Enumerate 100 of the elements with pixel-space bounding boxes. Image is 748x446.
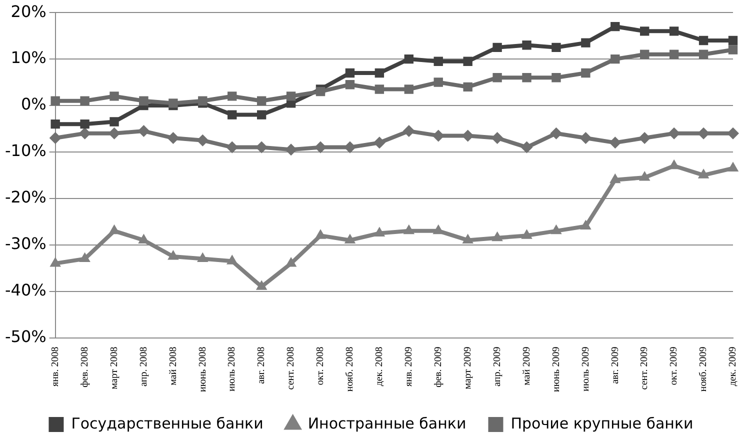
x-tick-label: авг. 2008	[256, 346, 268, 384]
x-tick-label: май 2008	[168, 346, 179, 386]
point	[256, 96, 266, 106]
point	[492, 42, 502, 52]
point	[228, 92, 237, 101]
point	[79, 252, 90, 262]
point	[728, 36, 738, 46]
point	[345, 68, 355, 78]
point	[256, 280, 268, 290]
legend-label: Государственные банки	[71, 414, 264, 432]
legend-label: Прочие крупные банки	[510, 414, 694, 432]
point	[522, 73, 532, 82]
x-tick-label: янв. 2009	[404, 346, 415, 386]
point	[373, 136, 386, 149]
point	[256, 110, 266, 120]
point	[198, 96, 208, 106]
point	[492, 231, 503, 242]
point	[374, 226, 386, 236]
point	[669, 50, 679, 60]
x-tick-label: июль 2009	[580, 346, 592, 392]
point	[374, 84, 384, 94]
point	[463, 56, 472, 66]
point	[698, 50, 708, 60]
point	[640, 50, 650, 60]
x-tick-label: июнь 2009	[550, 346, 562, 392]
x-tick-label: янв. 2008	[50, 346, 61, 386]
point	[581, 68, 590, 78]
point	[108, 224, 120, 234]
point	[698, 168, 710, 178]
point	[402, 125, 415, 138]
point	[80, 96, 90, 106]
point	[727, 127, 739, 140]
point	[552, 73, 561, 82]
x-tick-label: июль 2008	[226, 346, 238, 392]
point	[581, 38, 590, 48]
point	[491, 132, 504, 144]
point	[727, 162, 739, 172]
point	[110, 92, 119, 101]
point	[226, 254, 238, 264]
point	[640, 26, 650, 36]
point	[521, 229, 532, 239]
point	[50, 119, 60, 129]
point	[492, 73, 502, 82]
point	[462, 234, 474, 244]
point	[638, 132, 651, 144]
point	[728, 45, 738, 54]
x-tick-label: май 2009	[521, 346, 532, 386]
point	[404, 84, 414, 94]
x-tick-label: апр. 2008	[138, 346, 150, 386]
point	[80, 119, 90, 129]
x-tick-label: апр. 2009	[492, 346, 503, 386]
point	[345, 80, 355, 90]
x-tick-label: март 2009	[462, 346, 474, 390]
point	[110, 117, 119, 126]
x-tick-label: окт. 2008	[315, 346, 326, 386]
point	[580, 220, 592, 230]
x-tick-label: дек. 2009	[728, 346, 739, 386]
legend-label: Иностранные банки	[308, 414, 466, 432]
point	[552, 42, 561, 52]
point	[580, 132, 592, 144]
x-tick-label: март 2008	[108, 346, 120, 390]
x-tick-label: сент. 2009	[639, 346, 650, 390]
point	[316, 86, 326, 96]
y-tick-label: -40%	[4, 280, 46, 300]
point	[168, 250, 179, 260]
y-tick-label: 10%	[10, 48, 46, 68]
point	[168, 98, 178, 108]
point	[139, 96, 148, 106]
point	[314, 229, 326, 239]
point	[138, 125, 150, 138]
point	[374, 68, 384, 78]
point	[638, 171, 650, 181]
point	[434, 78, 443, 87]
point	[404, 54, 414, 64]
point	[344, 234, 356, 244]
x-tick-label: фев. 2009	[432, 346, 444, 388]
point	[49, 132, 62, 144]
point	[550, 127, 562, 140]
point	[286, 92, 296, 101]
point	[463, 82, 472, 92]
y-tick-label: -20%	[4, 188, 46, 207]
point	[197, 252, 208, 262]
point	[610, 54, 620, 64]
x-tick-label: нояб. 2009	[698, 346, 710, 392]
point	[550, 224, 562, 234]
x-tick-label: фев. 2008	[79, 346, 90, 388]
point	[522, 40, 532, 50]
point	[520, 141, 533, 154]
point	[432, 224, 444, 234]
x-tick-label: дек. 2008	[374, 346, 386, 386]
y-tick-label: -50%	[4, 326, 46, 346]
point	[698, 36, 708, 46]
x-tick-label: сент. 2008	[286, 346, 297, 390]
point	[610, 22, 620, 32]
x-tick-label: авг. 2009	[610, 346, 621, 384]
y-tick-label: 0%	[20, 94, 46, 114]
point	[434, 56, 443, 66]
x-tick-label: окт. 2009	[668, 346, 680, 386]
point	[610, 173, 621, 184]
x-tick-label: июнь 2008	[197, 346, 208, 392]
